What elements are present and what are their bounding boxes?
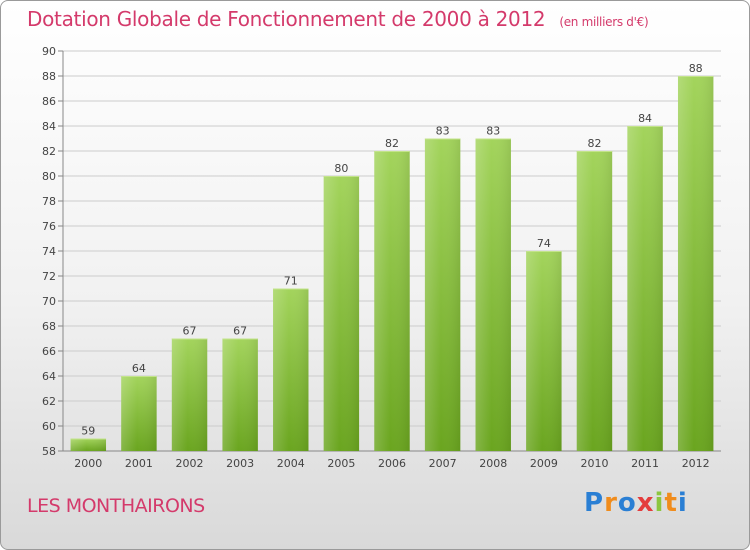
y-tick-label: 74 xyxy=(42,245,56,258)
bar-shade-2001 xyxy=(121,376,157,451)
data-label: 82 xyxy=(385,137,399,150)
data-label: 83 xyxy=(436,125,450,138)
bars xyxy=(70,76,714,451)
data-label: 64 xyxy=(132,362,146,375)
x-tick-label: 2009 xyxy=(530,457,558,470)
x-tick-label: 2005 xyxy=(327,457,355,470)
y-tick-label: 72 xyxy=(42,270,56,283)
proxiti-logo: Proxiti xyxy=(584,488,688,518)
x-tick-label: 2004 xyxy=(277,457,305,470)
data-label: 59 xyxy=(81,425,95,438)
x-axis-ticks: 2000 2001 2002 2003 2004 2005 2006 2007 2008 2009… xyxy=(74,457,709,470)
x-tick-label: 2006 xyxy=(378,457,406,470)
logo-letter: t xyxy=(664,488,678,518)
x-tick-label: 2011 xyxy=(631,457,659,470)
bar-shade-2004 xyxy=(273,288,309,451)
y-tick-label: 90 xyxy=(42,45,56,58)
bar-shade-2007 xyxy=(424,138,461,451)
y-axis-ticks: 58 60 62 64 66 68 70 72 74 76 78 80 82 84 86 88 90 xyxy=(42,45,63,458)
data-labels: 59 64 67 67 71 80 82 83 83 74 82 84 88 xyxy=(81,62,702,438)
y-tick-label: 82 xyxy=(42,145,56,158)
data-label: 67 xyxy=(183,325,197,338)
logo-letter: r xyxy=(604,488,618,518)
y-tick-label: 70 xyxy=(42,295,56,308)
y-tick-label: 60 xyxy=(42,420,56,433)
y-tick-label: 78 xyxy=(42,195,56,208)
bar-shade-2008 xyxy=(475,138,511,451)
data-label: 88 xyxy=(689,62,703,75)
x-tick-label: 2003 xyxy=(226,457,254,470)
y-tick-label: 64 xyxy=(42,370,56,383)
data-label: 83 xyxy=(486,125,500,138)
y-tick-label: 68 xyxy=(42,320,56,333)
y-tick-label: 66 xyxy=(42,345,56,358)
data-label: 80 xyxy=(334,162,348,175)
title-text: Dotation Globale de Fonctionnement de 20… xyxy=(27,7,546,31)
bar-shade-2002 xyxy=(171,338,208,451)
x-tick-label: 2010 xyxy=(580,457,608,470)
y-tick-label: 58 xyxy=(42,445,56,458)
x-tick-label: 2000 xyxy=(74,457,102,470)
logo-letter: i xyxy=(654,488,665,518)
x-tick-label: 2012 xyxy=(682,457,710,470)
logo-letter: P xyxy=(584,488,605,518)
commune-name: LES MONTHAIRONS xyxy=(27,495,205,517)
logo-letter: i xyxy=(677,488,688,518)
unit-subtitle: (en milliers d'€) xyxy=(559,15,649,29)
data-label: 84 xyxy=(638,112,652,125)
bar-shade-2009 xyxy=(526,251,562,451)
data-label: 67 xyxy=(233,325,247,338)
bar-shade-2000 xyxy=(70,438,107,451)
y-tick-label: 86 xyxy=(42,95,56,108)
logo-letter: x xyxy=(636,488,655,518)
x-tick-label: 2008 xyxy=(479,457,507,470)
data-label: 74 xyxy=(537,237,551,250)
bar-shade-2010 xyxy=(576,151,613,451)
y-tick-label: 80 xyxy=(42,170,56,183)
bar-shade-2012 xyxy=(677,76,714,451)
y-tick-label: 84 xyxy=(42,120,56,133)
data-label: 82 xyxy=(587,137,601,150)
y-tick-label: 88 xyxy=(42,70,56,83)
bar-shade-2011 xyxy=(627,126,663,451)
x-tick-label: 2002 xyxy=(176,457,204,470)
bar-shade-2005 xyxy=(323,176,360,451)
x-tick-label: 2007 xyxy=(429,457,457,470)
bar-shade-2003 xyxy=(222,338,258,451)
logo-letter: o xyxy=(617,488,637,518)
x-tick-label: 2001 xyxy=(125,457,153,470)
y-tick-label: 76 xyxy=(42,220,56,233)
data-label: 71 xyxy=(284,275,298,288)
bar-shade-2006 xyxy=(374,151,410,451)
chart-title: Dotation Globale de Fonctionnement de 20… xyxy=(27,7,649,31)
y-tick-label: 62 xyxy=(42,395,56,408)
